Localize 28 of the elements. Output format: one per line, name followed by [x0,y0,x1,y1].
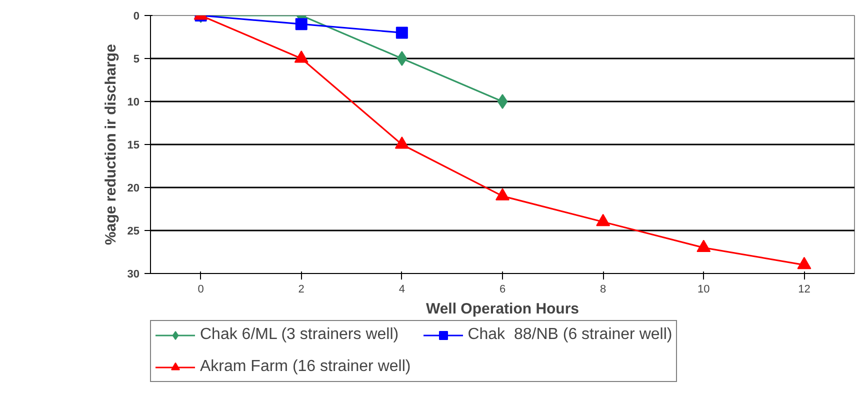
x-tick-label: 2 [298,284,304,296]
legend-label: Chak 88/NB (6 strainer well) [468,326,672,344]
y-tick-label: 20 [127,182,140,194]
y-axis-title: %age reduction ir discharge [102,44,120,245]
x-tick-label: 6 [499,284,506,296]
point [394,136,409,149]
legend-label: Chak 6/ML (3 strainers well) [200,326,399,344]
y-tick-label: 25 [127,226,140,238]
point [396,26,408,39]
point [797,256,812,270]
point [696,240,711,252]
x-axis-title: Well Operation Hours [426,300,580,318]
x-tick-label: 8 [600,284,606,296]
y-tick-label: 30 [127,268,140,280]
y-tick-label: 10 [127,96,140,108]
y-tick-label: 5 [133,54,140,66]
x-tick-label: 4 [398,284,405,296]
y-tick-label: 0 [133,10,140,22]
x-tick-label: 0 [198,284,204,296]
x-tick-label: 10 [698,284,710,296]
point [295,18,308,30]
point [496,188,510,200]
point [497,94,508,109]
y-tick-label: 15 [127,140,140,152]
x-tick-label: 12 [798,284,810,296]
legend-label: Akram Farm (16 strainer well) [200,358,411,376]
point [596,214,610,226]
point [396,51,408,66]
